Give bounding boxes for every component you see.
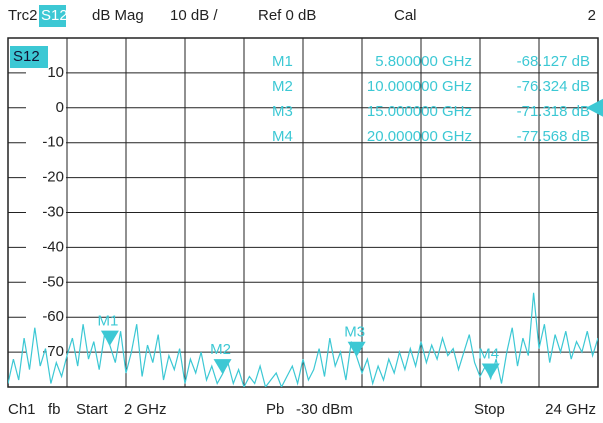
stop: 24 GHz	[545, 401, 596, 418]
y-tick-label: 10	[47, 64, 64, 81]
marker-table-response: -77.568 dB	[517, 128, 590, 145]
y-tick-label: -20	[42, 169, 64, 186]
label-backdrop	[26, 134, 66, 151]
parameter: S12	[41, 7, 68, 24]
y-tick-label: 0	[56, 99, 64, 116]
marker-table-stimulus: 5.800000 GHz	[375, 53, 472, 70]
power: -30 dBm	[296, 401, 353, 418]
window-number: 2	[588, 7, 596, 24]
label-backdrop	[26, 99, 66, 116]
label-backdrop	[26, 64, 66, 81]
marker-triangle	[100, 330, 119, 346]
label-backdrop	[26, 169, 66, 186]
power-label: Pb	[266, 401, 284, 418]
label-backdrop	[26, 239, 66, 256]
marker-table-name: M2	[272, 78, 293, 95]
marker-label: M4	[478, 345, 499, 362]
label-backdrop	[26, 204, 66, 221]
marker-table-stimulus: 15.000000 GHz	[367, 103, 472, 120]
label-backdrop	[26, 274, 66, 291]
marker-table-response: -76.324 dB	[517, 78, 590, 95]
y-tick-label: -10	[42, 134, 64, 151]
trace-label: S12	[13, 48, 40, 65]
y-tick-label: -70	[42, 343, 64, 360]
marker-label: M2	[210, 341, 231, 358]
marker-table-stimulus: 10.000000 GHz	[367, 78, 472, 95]
y-tick-label: -40	[42, 238, 64, 255]
y-tick-label: -50	[42, 273, 64, 290]
cal: Cal	[394, 7, 417, 24]
format: dB Mag	[92, 7, 144, 24]
trace-label-box	[10, 46, 48, 68]
y-tick-label: -60	[42, 308, 64, 325]
marker-triangle	[481, 363, 500, 379]
label-backdrop	[26, 309, 66, 326]
marker-table-name: M3	[272, 103, 293, 120]
marker-table-response: -71.318 dB	[517, 103, 590, 120]
ref-indicator	[586, 98, 603, 117]
marker-table-name: M1	[272, 53, 293, 70]
y-tick-label: -30	[42, 203, 64, 220]
marker-triangle	[347, 341, 366, 357]
trace-name: Trc2	[8, 7, 37, 24]
marker-label: M3	[344, 324, 365, 341]
reference: Ref 0 dB	[258, 7, 316, 24]
marker-table-stimulus: 20.000000 GHz	[367, 128, 472, 145]
stop-label: Stop	[474, 401, 505, 418]
marker-table-response: -68.127 dB	[517, 53, 590, 70]
parameter-highlight	[39, 5, 66, 27]
marker-triangle	[213, 359, 232, 375]
start-label: Start	[76, 401, 109, 418]
channel: Ch1	[8, 401, 36, 418]
mode: fb	[48, 401, 61, 418]
start: 2 GHz	[124, 401, 167, 418]
scale: 10 dB /	[170, 7, 218, 24]
marker-table-name: M4	[272, 128, 293, 145]
marker-label: M1	[97, 313, 118, 330]
